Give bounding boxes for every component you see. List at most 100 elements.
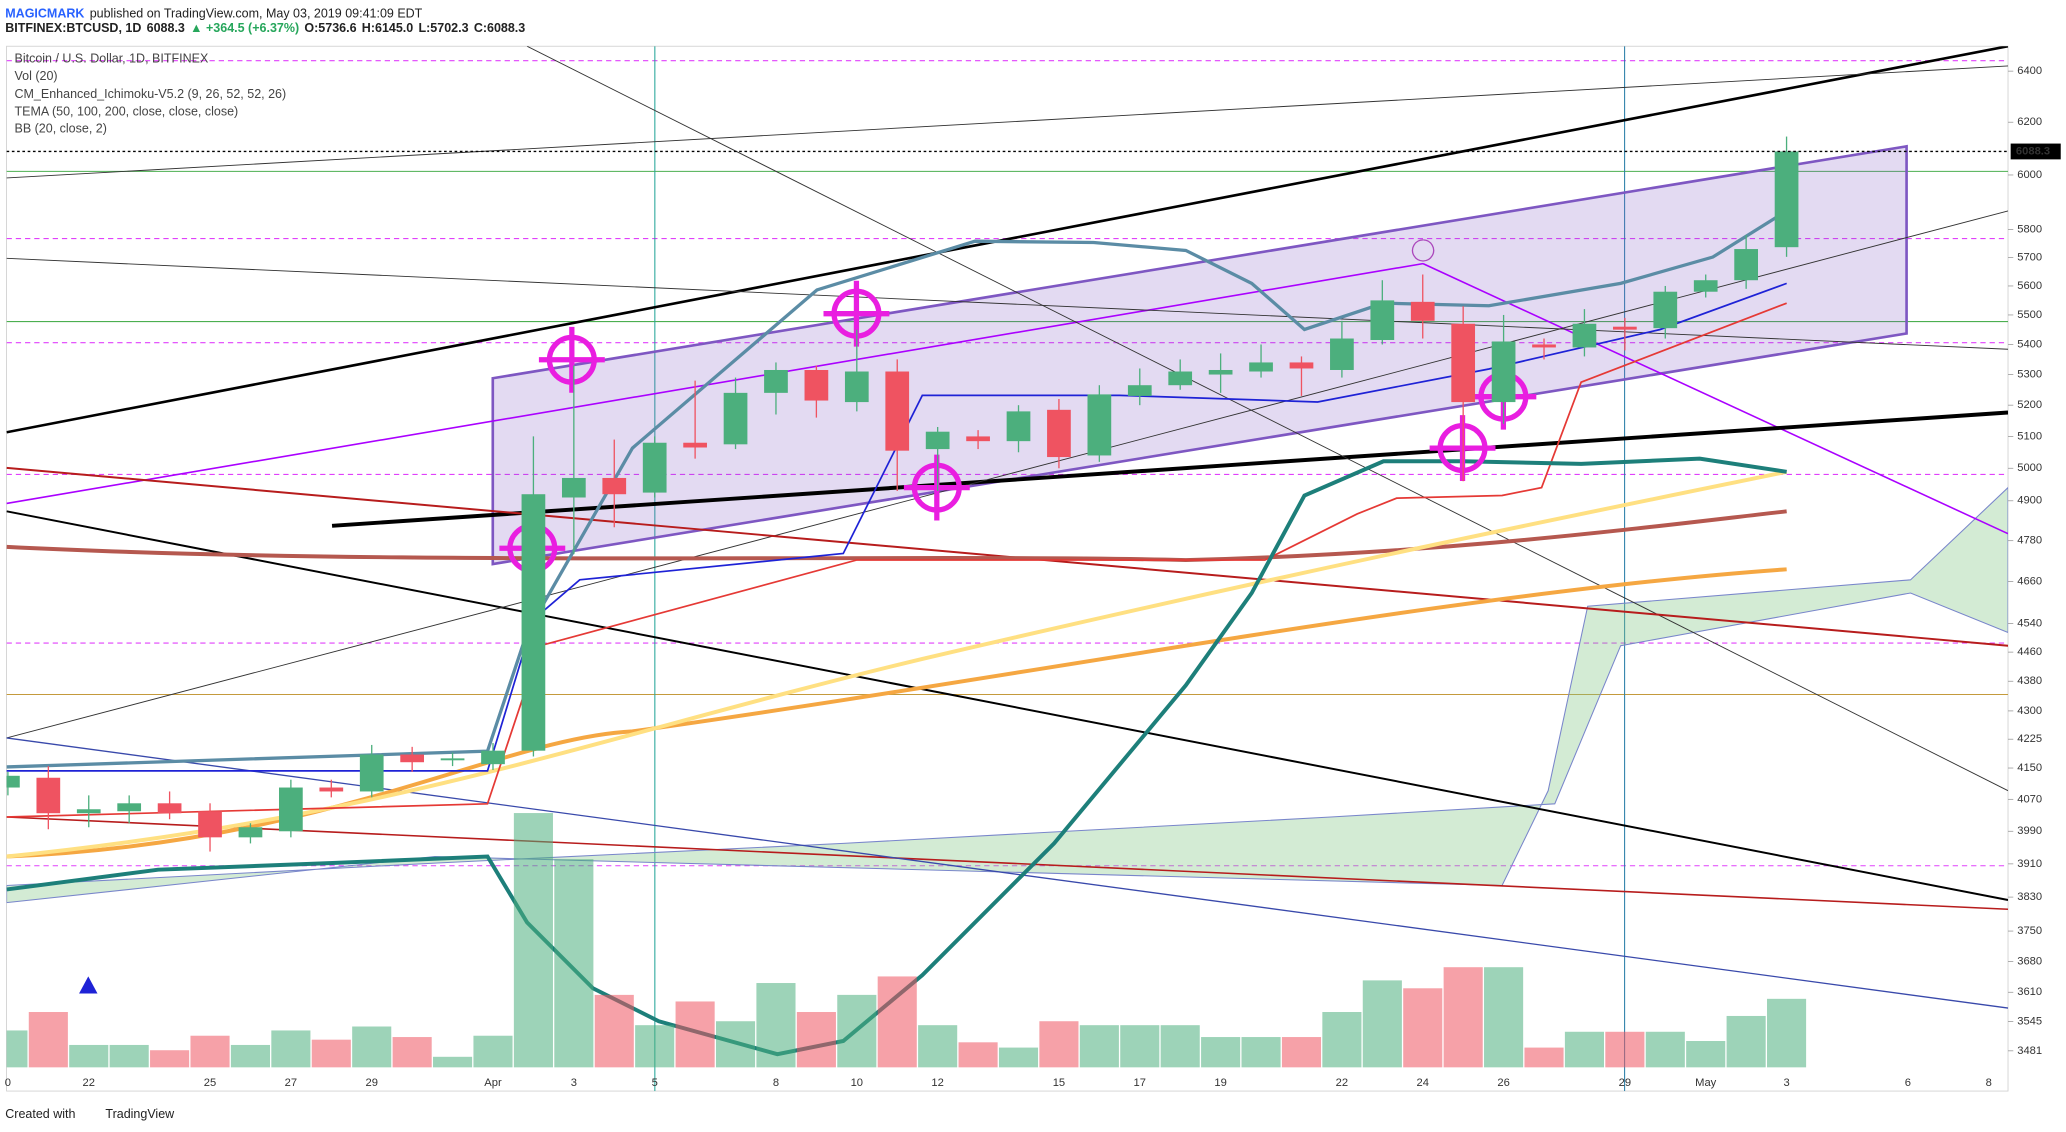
volume-bar — [796, 1012, 836, 1068]
volume-bar — [190, 1035, 230, 1068]
trend-line — [6, 737, 2009, 1009]
volume-bar — [28, 1012, 68, 1068]
volume-bar — [150, 1050, 190, 1068]
x-tick-label: Apr — [484, 1077, 502, 1089]
candle-body — [804, 369, 829, 401]
candle-body — [1370, 300, 1395, 341]
y-tick-label: 4380 — [2017, 675, 2042, 687]
candle-body — [602, 477, 627, 495]
candle-body — [76, 809, 101, 814]
y-tick-label: 5000 — [2017, 462, 2042, 474]
candle-body — [1491, 341, 1516, 403]
candle-body — [319, 787, 344, 792]
y-tick-label: 3830 — [2017, 891, 2042, 903]
series — [6, 136, 2009, 1068]
y-tick-label: 3750 — [2017, 925, 2042, 937]
y-tick-label: 4780 — [2017, 535, 2042, 547]
candle-body — [723, 392, 748, 445]
x-tick-label: 5 — [652, 1077, 658, 1089]
y-tick-label: 6000 — [2017, 169, 2042, 181]
y-tick-label: 3545 — [2017, 1015, 2042, 1027]
x-tick-label: 27 — [285, 1077, 297, 1089]
volume-bar — [1281, 1037, 1322, 1068]
volume-bar — [1039, 1021, 1079, 1068]
candle-body — [198, 811, 222, 838]
indicator: Vol (20) — [14, 69, 57, 83]
candle-body — [1451, 323, 1476, 403]
y-tick-label: 3481 — [2017, 1045, 2042, 1057]
volume-bar — [675, 1001, 715, 1068]
volume-bar — [877, 976, 917, 1068]
legend: Bitcoin / U.S. Dollar, 1D, BITFINEX Vol … — [14, 52, 286, 136]
target — [538, 326, 605, 393]
candle-body — [844, 371, 869, 403]
footer-brand[interactable]: TradingView — [105, 1107, 175, 1121]
trend-line — [6, 262, 1424, 505]
ohlc-open: O:5736.6 — [304, 21, 356, 35]
volume-bar — [594, 994, 634, 1068]
y-tick-label: 4460 — [2017, 646, 2042, 658]
trend-line — [6, 816, 2009, 911]
volume-bar — [1484, 967, 1524, 1068]
candle-body — [1330, 338, 1354, 370]
candle-body — [6, 775, 20, 788]
x-tick-label: 3 — [571, 1077, 577, 1089]
candle-body — [1006, 411, 1031, 442]
indicator: TEMA (50, 100, 200, close, close, close) — [14, 104, 238, 118]
volume-bar — [352, 1026, 392, 1068]
x-tick-label: 6 — [1905, 1077, 1911, 1089]
x-tick-label: 15 — [1053, 1077, 1065, 1089]
x-tick-label: 0 — [5, 1077, 11, 1089]
x-tick-label: 8 — [1986, 1077, 1992, 1089]
candle-body — [359, 754, 384, 792]
volume-bar — [1201, 1037, 1241, 1068]
indicator: CM_Enhanced_Ichimoku-V5.2 (9, 26, 52, 52… — [14, 87, 286, 101]
candle-body — [1532, 344, 1556, 348]
candle-body — [1127, 385, 1152, 396]
volume-bar — [230, 1044, 271, 1068]
candle-body — [279, 787, 303, 832]
channel — [491, 144, 1908, 566]
author: MAGICMARK — [5, 7, 84, 21]
symbol-line: BITFINEX:BTCUSD, 1D 6088.3 ▲ +364.5 (+6.37… — [5, 21, 525, 35]
candle-body — [885, 371, 910, 451]
y-tick-label: 5700 — [2017, 251, 2042, 263]
x-tick-label: 22 — [1336, 1077, 1348, 1089]
plot-frame — [6, 45, 2009, 1092]
volume-bar — [1524, 1047, 1564, 1068]
volume-bar — [311, 1039, 351, 1068]
axes: 3481354536103680375038303910399040704150… — [5, 65, 2061, 1089]
volume-bar — [1120, 1025, 1160, 1068]
bb-line — [6, 209, 1788, 769]
volume-bar — [1403, 988, 1443, 1068]
candle-body — [238, 827, 263, 838]
volume-bar — [513, 813, 553, 1068]
x-tick-label: 22 — [83, 1077, 95, 1089]
candle-body — [117, 803, 142, 812]
volume-bar — [715, 1021, 756, 1068]
last-price-box — [2010, 143, 2061, 160]
ichimoku-line — [6, 282, 1787, 772]
trend-line — [6, 46, 2009, 434]
x-tick-label: 3 — [1783, 1077, 1789, 1089]
trend-line — [1422, 262, 2009, 535]
volume-bar — [1160, 1025, 1200, 1068]
y-tick-label: 5300 — [2017, 368, 2042, 380]
x-tick-label: 29 — [1619, 1077, 1631, 1089]
last-price: 6088.3 — [147, 21, 185, 35]
volume-bar — [1726, 1015, 1766, 1068]
y-tick-label: 5600 — [2017, 280, 2042, 292]
x-tick-label: 26 — [1497, 1077, 1509, 1089]
y-tick-label: 4540 — [2017, 617, 2042, 629]
indicator: Bitcoin / U.S. Dollar, 1D, BITFINEX — [14, 52, 208, 66]
candle-body — [642, 442, 667, 493]
volume-bar — [998, 1047, 1039, 1068]
x-tick-label: 24 — [1417, 1077, 1429, 1089]
ohlc-low: L:5702.3 — [419, 21, 469, 35]
header-line: MAGICMARK published on TradingView.com, M… — [5, 7, 422, 21]
candle-body — [440, 758, 465, 761]
x-tick-label: 29 — [365, 1077, 377, 1089]
volume-bar — [433, 1056, 473, 1068]
y-tick-label: 4300 — [2017, 705, 2042, 717]
